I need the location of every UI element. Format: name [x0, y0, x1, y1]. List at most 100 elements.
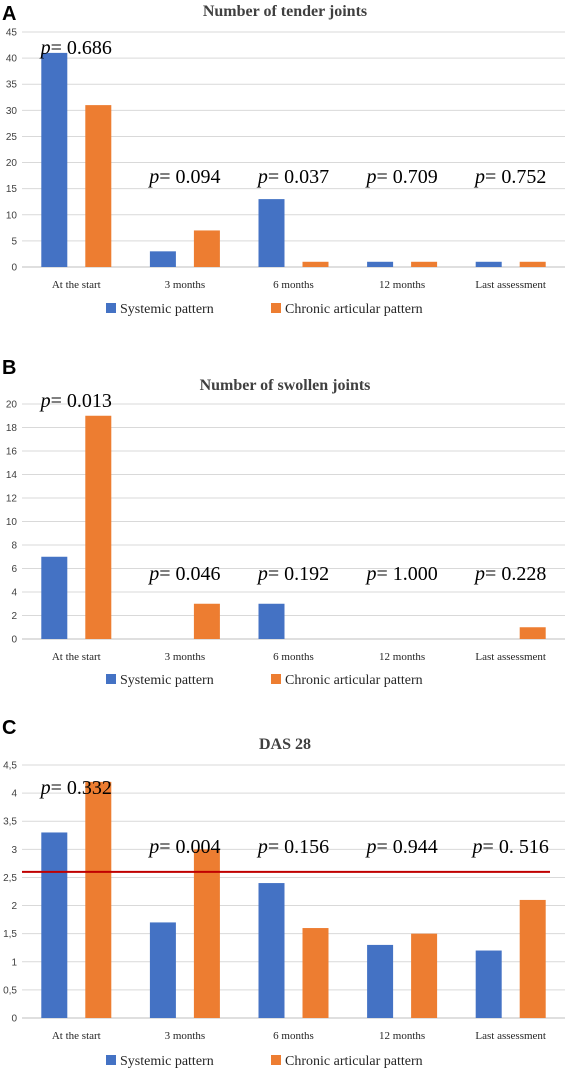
category-label: 12 months	[379, 651, 425, 663]
p-value: = 0.156	[268, 836, 329, 858]
p-value-annotation: p= 0.228	[473, 563, 546, 585]
p-symbol: p	[364, 166, 376, 188]
y-tick-label: 3	[11, 845, 17, 856]
p-value: = 0.192	[268, 563, 329, 585]
legend-label-chronic: Chronic articular pattern	[285, 1054, 423, 1069]
p-symbol: p	[39, 390, 51, 412]
bar-chronic-0	[85, 105, 112, 267]
p-symbol: p	[471, 836, 483, 858]
y-tick-label: 5	[11, 236, 17, 247]
p-symbol: p	[473, 563, 485, 585]
p-value: = 0.013	[51, 390, 112, 412]
p-value: = 0.944	[376, 836, 437, 858]
p-value: = 0.752	[485, 166, 546, 188]
y-tick-label: 10	[6, 517, 18, 528]
category-label: At the start	[52, 1030, 101, 1042]
p-value-annotation: p= 0.709	[364, 166, 437, 188]
p-value: = 0.686	[51, 37, 112, 59]
bar-chronic-1	[193, 603, 220, 639]
y-tick-label: 30	[6, 106, 18, 117]
p-symbol: p	[256, 563, 268, 585]
p-value-annotation: p= 0.156	[256, 836, 329, 858]
p-value-annotation: p= 0.752	[473, 166, 546, 188]
panel-c: C DAS 28 0 0,5 1 1,5 2 2,5 3 3,5 4 4,5 At the start p…	[2, 717, 565, 1069]
bar-systemic-3	[367, 944, 394, 1018]
y-tick-label: 16	[6, 447, 18, 458]
category-label: Last assessment	[475, 651, 546, 663]
legend-swatch-systemic	[106, 303, 116, 313]
p-value: = 0.228	[485, 563, 546, 585]
legend-label-chronic: Chronic articular pattern	[285, 302, 423, 317]
chart-title: Number of tender joints	[203, 3, 367, 20]
chart-title: Number of swollen joints	[200, 377, 371, 394]
y-tick-label: 3,5	[3, 817, 17, 828]
y-tick-label: 1,5	[3, 929, 17, 940]
y-tick-label: 0,5	[3, 985, 17, 996]
y-tick-label: 6	[11, 564, 17, 575]
p-value-annotation: p= 0.013	[39, 390, 112, 412]
p-symbol: p	[473, 166, 485, 188]
bar-systemic-1	[149, 251, 176, 267]
y-tick-label: 20	[6, 158, 18, 169]
y-tick-label: 1	[11, 957, 17, 968]
p-symbol: p	[256, 836, 268, 858]
bar-chronic-3	[411, 261, 438, 267]
y-tick-label: 45	[6, 28, 18, 39]
p-value-annotation: p= 1.000	[364, 563, 437, 585]
y-tick-label: 15	[6, 184, 18, 195]
y-tick-label: 40	[6, 54, 18, 65]
category-label: 6 months	[273, 651, 314, 663]
category-label: 3 months	[165, 651, 206, 663]
p-value-annotation: p= 0.004	[147, 836, 220, 858]
y-tick-label: 10	[6, 210, 18, 221]
legend: Systemic pattern Chronic articular patter…	[106, 1054, 423, 1069]
legend-label-systemic: Systemic pattern	[120, 673, 214, 688]
y-tick-label: 0	[11, 635, 17, 646]
bar-chronic-4	[519, 899, 546, 1018]
legend-label-systemic: Systemic pattern	[120, 302, 214, 317]
y-tick-label: 18	[6, 423, 18, 434]
y-tick-label: 2,5	[3, 873, 17, 884]
y-tick-label: 2	[11, 611, 17, 622]
panel-letter: C	[2, 717, 16, 739]
y-tick-label: 12	[6, 494, 18, 505]
p-value: = 0.094	[159, 166, 220, 188]
category-label: 3 months	[165, 1030, 206, 1042]
p-symbol: p	[364, 563, 376, 585]
legend-label-systemic: Systemic pattern	[120, 1054, 214, 1069]
y-tick-label: 20	[6, 400, 18, 411]
chart-title: DAS 28	[259, 736, 311, 753]
bar-chronic-2	[302, 928, 329, 1018]
p-symbol: p	[147, 563, 159, 585]
bar-systemic-3	[367, 261, 394, 267]
p-value: = 0.332	[51, 777, 112, 799]
category-label: Last assessment	[475, 1030, 546, 1042]
category-label: 6 months	[273, 1030, 314, 1042]
legend: Systemic pattern Chronic articular patter…	[106, 673, 423, 688]
bar-chronic-4	[519, 261, 546, 267]
p-symbol: p	[364, 836, 376, 858]
p-value-annotation: p= 0.037	[256, 166, 329, 188]
category-label: 12 months	[379, 1030, 425, 1042]
category-label: 6 months	[273, 279, 314, 291]
p-value: = 0.037	[268, 166, 329, 188]
p-value-annotation: p= 0.094	[147, 166, 220, 188]
p-value-annotation: p= 0.332	[39, 777, 112, 799]
bar-systemic-0	[41, 52, 68, 268]
category-label: Last assessment	[475, 279, 546, 291]
panel-a: A Number of tender joints 0 5 10 15 20 25 30 35 40…	[2, 3, 565, 317]
y-tick-label: 4	[11, 789, 17, 800]
y-tick-label: 35	[6, 80, 18, 91]
y-tick-label: 0	[11, 263, 17, 274]
legend-swatch-systemic	[106, 674, 116, 684]
legend-swatch-chronic	[271, 1055, 281, 1065]
p-value: = 0.046	[159, 563, 220, 585]
p-value-annotation: p= 0.686	[39, 37, 112, 59]
bar-chronic-3	[411, 933, 438, 1018]
bar-systemic-0	[41, 556, 68, 639]
category-label: 12 months	[379, 279, 425, 291]
y-tick-label: 4,5	[3, 761, 17, 772]
bar-systemic-4	[475, 261, 502, 267]
bar-systemic-4	[475, 950, 502, 1018]
